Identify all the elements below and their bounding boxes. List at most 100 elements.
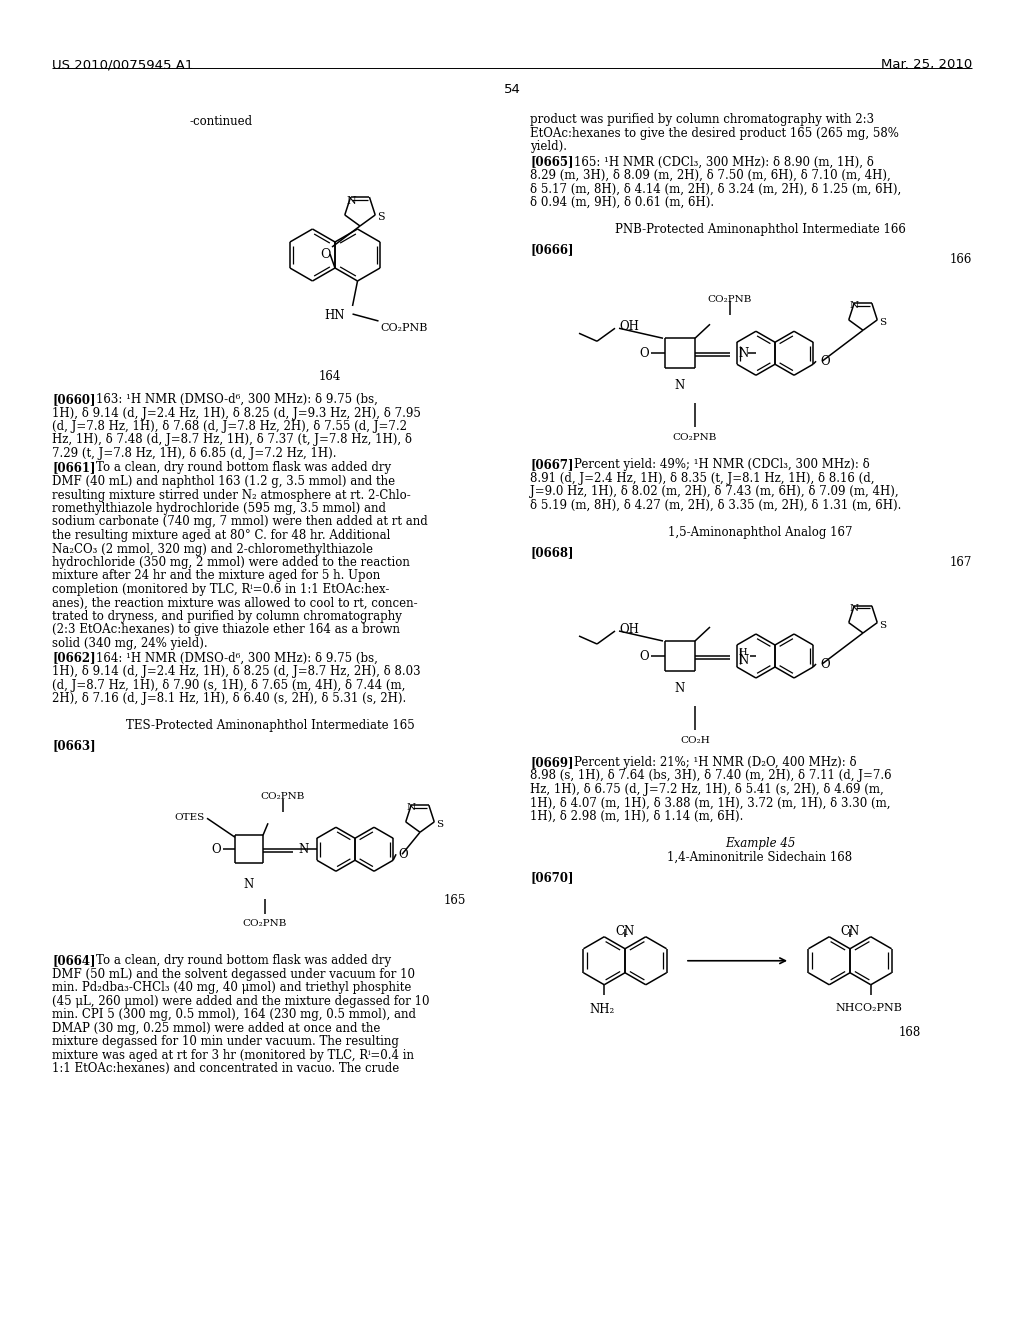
Text: O: O: [820, 355, 829, 368]
Text: CO₂PNB: CO₂PNB: [673, 433, 717, 442]
Text: [0664]: [0664]: [52, 954, 95, 968]
Text: completion (monitored by TLC, Rⁱ=0.6 in 1:1 EtOAc:hex-: completion (monitored by TLC, Rⁱ=0.6 in …: [52, 583, 389, 597]
Text: 163: ¹H NMR (DMSO-d⁶, 300 MHz): δ 9.75 (bs,: 163: ¹H NMR (DMSO-d⁶, 300 MHz): δ 9.75 (…: [96, 393, 378, 407]
Text: To a clean, dry round bottom flask was added dry: To a clean, dry round bottom flask was a…: [96, 462, 391, 474]
Text: romethylthiazole hydrochloride (595 mg, 3.5 mmol) and: romethylthiazole hydrochloride (595 mg, …: [52, 502, 386, 515]
Text: S: S: [880, 318, 887, 327]
Text: OH: OH: [618, 321, 639, 333]
Text: 1,5-Aminonaphthol Analog 167: 1,5-Aminonaphthol Analog 167: [668, 525, 852, 539]
Text: O: O: [319, 248, 330, 261]
Text: Na₂CO₃ (2 mmol, 320 mg) and 2-chloromethylthiazole: Na₂CO₃ (2 mmol, 320 mg) and 2-chlorometh…: [52, 543, 373, 556]
Text: min. CPI 5 (300 mg, 0.5 mmol), 164 (230 mg, 0.5 mmol), and: min. CPI 5 (300 mg, 0.5 mmol), 164 (230 …: [52, 1008, 416, 1022]
Text: O: O: [820, 657, 829, 671]
Text: resulting mixture stirred under N₂ atmosphere at rt. 2-Chlo-: resulting mixture stirred under N₂ atmos…: [52, 488, 411, 502]
Text: 168: 168: [899, 1026, 922, 1039]
Text: 166: 166: [949, 253, 972, 267]
Text: N: N: [244, 878, 254, 891]
Text: OTES: OTES: [175, 813, 205, 822]
Text: 165: ¹H NMR (CDCl₃, 300 MHz): δ 8.90 (m, 1H), δ: 165: ¹H NMR (CDCl₃, 300 MHz): δ 8.90 (m,…: [574, 156, 873, 169]
Text: N: N: [675, 682, 685, 696]
Text: J=9.0 Hz, 1H), δ 8.02 (m, 2H), δ 7.43 (m, 6H), δ 7.09 (m, 4H),: J=9.0 Hz, 1H), δ 8.02 (m, 2H), δ 7.43 (m…: [530, 486, 899, 498]
Text: 8.98 (s, 1H), δ 7.64 (bs, 3H), δ 7.40 (m, 2H), δ 7.11 (d, J=7.6: 8.98 (s, 1H), δ 7.64 (bs, 3H), δ 7.40 (m…: [530, 770, 892, 783]
Text: [0660]: [0660]: [52, 393, 95, 407]
Text: [0668]: [0668]: [530, 546, 573, 558]
Text: DMF (40 mL) and naphthol 163 (1.2 g, 3.5 mmol) and the: DMF (40 mL) and naphthol 163 (1.2 g, 3.5…: [52, 475, 395, 488]
Text: 1H), δ 2.98 (m, 1H), δ 1.14 (m, 6H).: 1H), δ 2.98 (m, 1H), δ 1.14 (m, 6H).: [530, 810, 743, 822]
Text: (d, J=8.7 Hz, 1H), δ 7.90 (s, 1H), δ 7.65 (m, 4H), δ 7.44 (m,: (d, J=8.7 Hz, 1H), δ 7.90 (s, 1H), δ 7.6…: [52, 678, 406, 692]
Text: 54: 54: [504, 83, 520, 96]
Text: N: N: [738, 347, 749, 360]
Text: 7.29 (t, J=7.8 Hz, 1H), δ 6.85 (d, J=7.2 Hz, 1H).: 7.29 (t, J=7.8 Hz, 1H), δ 6.85 (d, J=7.2…: [52, 447, 337, 459]
Text: Hz, 1H), δ 7.48 (d, J=8.7 Hz, 1H), δ 7.37 (t, J=7.8 Hz, 1H), δ: Hz, 1H), δ 7.48 (d, J=8.7 Hz, 1H), δ 7.3…: [52, 433, 412, 446]
Text: product was purified by column chromatography with 2:3: product was purified by column chromatog…: [530, 114, 874, 125]
Text: N: N: [407, 803, 416, 812]
Text: [0666]: [0666]: [530, 243, 573, 256]
Text: TES-Protected Aminonaphthol Intermediate 165: TES-Protected Aminonaphthol Intermediate…: [126, 719, 415, 733]
Text: NHCO₂PNB: NHCO₂PNB: [836, 1003, 902, 1012]
Text: (2:3 EtOAc:hexanes) to give thiazole ether 164 as a brown: (2:3 EtOAc:hexanes) to give thiazole eth…: [52, 623, 400, 636]
Text: 1,4-Aminonitrile Sidechain 168: 1,4-Aminonitrile Sidechain 168: [668, 850, 853, 863]
Text: CN: CN: [615, 925, 635, 937]
Text: δ 5.17 (m, 8H), δ 4.14 (m, 2H), δ 3.24 (m, 2H), δ 1.25 (m, 6H),: δ 5.17 (m, 8H), δ 4.14 (m, 2H), δ 3.24 (…: [530, 182, 901, 195]
Text: 1H), δ 9.14 (d, J=2.4 Hz, 1H), δ 8.25 (d, J=8.7 Hz, 2H), δ 8.03: 1H), δ 9.14 (d, J=2.4 Hz, 1H), δ 8.25 (d…: [52, 665, 421, 678]
Text: solid (340 mg, 24% yield).: solid (340 mg, 24% yield).: [52, 638, 208, 649]
Text: CN: CN: [841, 925, 859, 937]
Text: US 2010/0075945 A1: US 2010/0075945 A1: [52, 58, 194, 71]
Text: [0670]: [0670]: [530, 871, 573, 884]
Text: [0661]: [0661]: [52, 462, 95, 474]
Text: [0665]: [0665]: [530, 156, 573, 169]
Text: PNB-Protected Aminonaphthol Intermediate 166: PNB-Protected Aminonaphthol Intermediate…: [614, 223, 905, 236]
Text: [0662]: [0662]: [52, 652, 95, 664]
Text: 165: 165: [443, 894, 466, 907]
Text: O: O: [639, 649, 649, 663]
Text: OH: OH: [618, 623, 639, 636]
Text: 1H), δ 4.07 (m, 1H), δ 3.88 (m, 1H), 3.72 (m, 1H), δ 3.30 (m,: 1H), δ 4.07 (m, 1H), δ 3.88 (m, 1H), 3.7…: [530, 796, 891, 809]
Text: CO₂PNB: CO₂PNB: [261, 792, 305, 801]
Text: mixture after 24 hr and the mixture aged for 5 h. Upon: mixture after 24 hr and the mixture aged…: [52, 569, 380, 582]
Text: N: N: [850, 603, 859, 612]
Text: S: S: [436, 820, 443, 829]
Text: 1H), δ 9.14 (d, J=2.4 Hz, 1H), δ 8.25 (d, J=9.3 Hz, 2H), δ 7.95: 1H), δ 9.14 (d, J=2.4 Hz, 1H), δ 8.25 (d…: [52, 407, 421, 420]
Text: CO₂PNB: CO₂PNB: [243, 919, 287, 928]
Text: N: N: [299, 842, 309, 855]
Text: O: O: [398, 847, 408, 861]
Text: To a clean, dry round bottom flask was added dry: To a clean, dry round bottom flask was a…: [96, 954, 391, 968]
Text: hydrochloride (350 mg, 2 mmol) were added to the reaction: hydrochloride (350 mg, 2 mmol) were adde…: [52, 556, 410, 569]
Text: DMF (50 mL) and the solvent degassed under vacuum for 10: DMF (50 mL) and the solvent degassed und…: [52, 968, 415, 981]
Text: DMAP (30 mg, 0.25 mmol) were added at once and the: DMAP (30 mg, 0.25 mmol) were added at on…: [52, 1022, 380, 1035]
Text: EtOAc:hexanes to give the desired product 165 (265 mg, 58%: EtOAc:hexanes to give the desired produc…: [530, 127, 899, 140]
Text: 2H), δ 7.16 (d, J=8.1 Hz, 1H), δ 6.40 (s, 2H), δ 5.31 (s, 2H).: 2H), δ 7.16 (d, J=8.1 Hz, 1H), δ 6.40 (s…: [52, 692, 407, 705]
Text: H: H: [738, 648, 746, 657]
Text: Mar. 25, 2010: Mar. 25, 2010: [881, 58, 972, 71]
Text: [0663]: [0663]: [52, 739, 95, 752]
Text: 167: 167: [949, 556, 972, 569]
Text: (d, J=7.8 Hz, 1H), δ 7.68 (d, J=7.8 Hz, 2H), δ 7.55 (d, J=7.2: (d, J=7.8 Hz, 1H), δ 7.68 (d, J=7.8 Hz, …: [52, 420, 407, 433]
Text: CO₂PNB: CO₂PNB: [708, 296, 753, 304]
Text: mixture was aged at rt for 3 hr (monitored by TLC, Rⁱ=0.4 in: mixture was aged at rt for 3 hr (monitor…: [52, 1049, 414, 1061]
Text: [0669]: [0669]: [530, 756, 573, 770]
Text: N: N: [675, 379, 685, 392]
Text: anes), the reaction mixture was allowed to cool to rt, concen-: anes), the reaction mixture was allowed …: [52, 597, 418, 610]
Text: O: O: [211, 842, 221, 855]
Text: 8.29 (m, 3H), δ 8.09 (m, 2H), δ 7.50 (m, 6H), δ 7.10 (m, 4H),: 8.29 (m, 3H), δ 8.09 (m, 2H), δ 7.50 (m,…: [530, 169, 891, 182]
Text: the resulting mixture aged at 80° C. for 48 hr. Additional: the resulting mixture aged at 80° C. for…: [52, 529, 390, 543]
Text: [0667]: [0667]: [530, 458, 573, 471]
Text: 164: ¹H NMR (DMSO-d⁶, 300 MHz): δ 9.75 (bs,: 164: ¹H NMR (DMSO-d⁶, 300 MHz): δ 9.75 (…: [96, 652, 378, 664]
Text: yield).: yield).: [530, 140, 567, 153]
Text: S: S: [880, 620, 887, 630]
Text: N: N: [850, 301, 859, 310]
Text: δ 5.19 (m, 8H), δ 4.27 (m, 2H), δ 3.35 (m, 2H), δ 1.31 (m, 6H).: δ 5.19 (m, 8H), δ 4.27 (m, 2H), δ 3.35 (…: [530, 499, 901, 512]
Text: CO₂PNB: CO₂PNB: [381, 323, 428, 333]
Text: S: S: [377, 213, 385, 222]
Text: Example 45: Example 45: [725, 837, 796, 850]
Text: δ 0.94 (m, 9H), δ 0.61 (m, 6H).: δ 0.94 (m, 9H), δ 0.61 (m, 6H).: [530, 195, 714, 209]
Text: (45 μL, 260 μmol) were added and the mixture degassed for 10: (45 μL, 260 μmol) were added and the mix…: [52, 995, 429, 1007]
Text: 8.91 (d, J=2.4 Hz, 1H), δ 8.35 (t, J=8.1 Hz, 1H), δ 8.16 (d,: 8.91 (d, J=2.4 Hz, 1H), δ 8.35 (t, J=8.1…: [530, 471, 874, 484]
Text: trated to dryness, and purified by column chromatography: trated to dryness, and purified by colum…: [52, 610, 401, 623]
Text: 164: 164: [318, 370, 341, 383]
Text: 1:1 EtOAc:hexanes) and concentrated in vacuo. The crude: 1:1 EtOAc:hexanes) and concentrated in v…: [52, 1063, 399, 1076]
Text: Percent yield: 21%; ¹H NMR (D₂O, 400 MHz): δ: Percent yield: 21%; ¹H NMR (D₂O, 400 MHz…: [574, 756, 857, 770]
Text: N: N: [347, 197, 356, 206]
Text: Hz, 1H), δ 6.75 (d, J=7.2 Hz, 1H), δ 5.41 (s, 2H), δ 4.69 (m,: Hz, 1H), δ 6.75 (d, J=7.2 Hz, 1H), δ 5.4…: [530, 783, 884, 796]
Text: mixture degassed for 10 min under vacuum. The resulting: mixture degassed for 10 min under vacuum…: [52, 1035, 399, 1048]
